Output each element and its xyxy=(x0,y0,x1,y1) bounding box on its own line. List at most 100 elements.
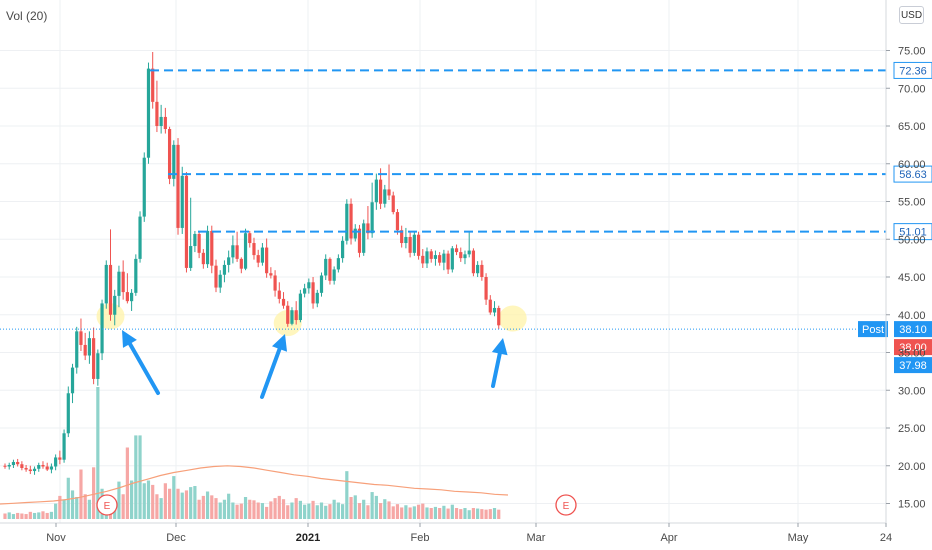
candle-body xyxy=(37,464,41,469)
volume-bar xyxy=(201,495,205,519)
candle-body xyxy=(429,251,433,259)
volume-bar xyxy=(41,511,45,519)
volume-bar xyxy=(28,511,32,519)
volume-bar xyxy=(400,507,404,519)
candle-body xyxy=(172,144,176,179)
volume-bar xyxy=(298,500,302,519)
annotation-arrows[interactable] xyxy=(122,330,508,399)
price-tick-label: 70.00 xyxy=(898,83,926,95)
candle-body xyxy=(281,298,286,306)
price-tick-label: 65.00 xyxy=(898,121,926,133)
volume-bar xyxy=(3,513,7,519)
volume-bar xyxy=(163,483,167,519)
volume-bar xyxy=(138,435,142,519)
volume-bar xyxy=(70,490,75,519)
candles xyxy=(3,52,501,475)
candle-body xyxy=(248,233,252,244)
candle-body xyxy=(243,233,248,269)
last-price-tag-label: 38.10 xyxy=(899,324,927,336)
candle-body xyxy=(214,265,218,288)
volume-bar xyxy=(290,502,294,519)
candle-body xyxy=(3,465,7,467)
volume-bar xyxy=(180,492,184,519)
candle-body xyxy=(404,236,408,244)
candle-body xyxy=(328,258,332,281)
candle-body xyxy=(54,457,58,467)
arrow-head xyxy=(122,330,137,348)
volume-bar xyxy=(49,511,54,519)
volume-bar xyxy=(497,509,501,519)
candle-body xyxy=(108,264,113,315)
level-price-tag xyxy=(893,165,932,183)
candle-body xyxy=(231,245,235,258)
candle-body xyxy=(425,251,429,264)
post-tag-bg xyxy=(858,321,888,338)
volume-bar xyxy=(32,512,37,519)
volume-bar xyxy=(319,502,324,519)
annotation-arrow xyxy=(491,338,508,388)
volume-bar xyxy=(315,505,319,519)
candle-body xyxy=(62,433,66,460)
volume-bar xyxy=(265,506,269,519)
volume-bar xyxy=(62,499,66,519)
price-tick-label: 60.00 xyxy=(898,159,926,171)
volume-bar xyxy=(459,509,463,519)
price-tick-label: 15.00 xyxy=(898,499,926,511)
candle-body xyxy=(324,258,328,276)
candle-body xyxy=(311,282,315,304)
candle-body xyxy=(416,234,421,256)
candle-body xyxy=(319,275,324,293)
volume-bar xyxy=(412,506,416,519)
volume-bar xyxy=(75,497,79,519)
volume-bars xyxy=(3,387,501,519)
volume-bar xyxy=(286,505,290,519)
volume-bar xyxy=(239,503,243,519)
candle-body xyxy=(125,292,129,302)
volume-bar xyxy=(155,494,159,519)
candle-body xyxy=(218,274,222,288)
volume-indicator-label[interactable]: Vol (20) xyxy=(6,9,48,23)
candle-body xyxy=(387,189,391,196)
volume-bar xyxy=(277,495,281,519)
last-price-tag-bg xyxy=(894,321,932,338)
volume-bar xyxy=(450,504,454,519)
candle-body xyxy=(315,292,319,304)
volume-bar xyxy=(20,513,24,519)
volume-bar xyxy=(370,492,374,519)
price-axis[interactable]: 15.00 20.00 25.00 30.00 35.00 40.00 45.00 50.00… xyxy=(885,0,926,523)
candle-body xyxy=(471,250,476,274)
candle-body xyxy=(345,203,349,241)
volume-bar xyxy=(125,447,129,519)
volume-bar xyxy=(303,504,307,519)
volume-bar xyxy=(54,503,58,519)
volume-bar xyxy=(395,504,400,519)
time-axis[interactable]: Nov Dec 2021 Feb Mar Apr May 24 xyxy=(0,522,892,544)
candle-body xyxy=(265,247,269,274)
candle-body xyxy=(189,246,193,268)
level-price-label: 58.63 xyxy=(899,169,927,181)
time-tick-label: May xyxy=(788,532,809,544)
volume-bar xyxy=(433,506,438,519)
candle-body xyxy=(87,338,91,356)
price-tag-label: 37.98 xyxy=(899,360,927,372)
volume-bar xyxy=(281,499,286,519)
candle-body xyxy=(252,243,256,256)
candle-body xyxy=(41,464,45,467)
candle-body xyxy=(58,457,62,460)
currency-button[interactable]: USD xyxy=(899,6,924,24)
volume-bar xyxy=(425,507,429,519)
candle-body xyxy=(155,101,159,126)
candle-body xyxy=(260,247,265,263)
candle-body xyxy=(383,189,387,204)
horizontal-levels[interactable]: 72.36 58.63 51.01 Post 38.10 38.00 37.98 xyxy=(0,61,932,374)
arrow-shaft xyxy=(127,341,160,395)
volume-bar xyxy=(345,471,349,519)
volume-bar xyxy=(366,505,370,519)
candle-body xyxy=(366,223,370,234)
volume-bar xyxy=(404,505,408,519)
candle-body xyxy=(433,255,438,259)
candle-body xyxy=(28,469,32,472)
volume-bar xyxy=(252,500,256,519)
